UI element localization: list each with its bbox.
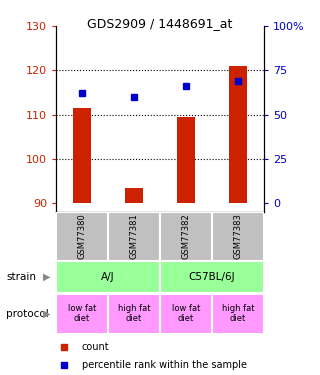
Text: strain: strain	[6, 272, 36, 282]
Text: ▶: ▶	[43, 272, 50, 282]
Text: GSM77383: GSM77383	[234, 213, 243, 259]
Bar	[160, 294, 212, 334]
Text: GDS2909 / 1448691_at: GDS2909 / 1448691_at	[87, 17, 233, 30]
Text: low fat
diet: low fat diet	[68, 304, 96, 323]
Bar	[73, 108, 91, 203]
Text: protocol: protocol	[6, 309, 49, 319]
Text: percentile rank within the sample: percentile rank within the sample	[82, 360, 247, 370]
Bar	[229, 66, 247, 203]
Bar	[108, 212, 160, 261]
Text: low fat
diet: low fat diet	[172, 304, 200, 323]
Text: GSM77381: GSM77381	[130, 213, 139, 259]
Bar	[160, 261, 264, 292]
Bar	[108, 294, 160, 334]
Text: count: count	[82, 342, 109, 352]
Text: A/J: A/J	[101, 272, 115, 282]
Bar	[56, 212, 108, 261]
Text: high fat
diet: high fat diet	[118, 304, 150, 323]
Bar	[212, 212, 264, 261]
Text: ▶: ▶	[43, 309, 50, 319]
Text: GSM77380: GSM77380	[77, 213, 86, 259]
Bar	[177, 117, 195, 203]
Bar	[125, 188, 143, 203]
Text: GSM77382: GSM77382	[181, 213, 190, 259]
Text: C57BL/6J: C57BL/6J	[189, 272, 235, 282]
Bar	[56, 261, 160, 292]
Bar	[56, 294, 108, 334]
Text: high fat
diet: high fat diet	[222, 304, 254, 323]
Bar	[160, 212, 212, 261]
Bar	[212, 294, 264, 334]
